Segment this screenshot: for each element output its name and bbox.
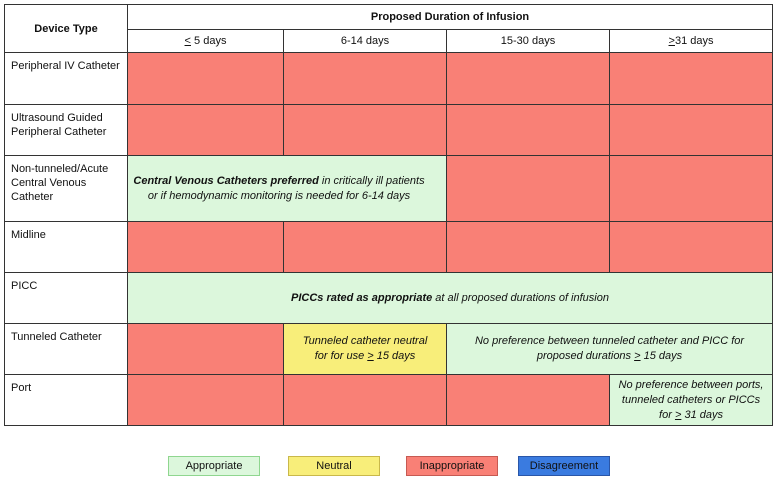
cell-inappropriate (127, 52, 284, 105)
table-row: Non-tunneled/Acute Central Venous Cathet… (4, 155, 774, 222)
cell-inappropriate (446, 52, 610, 105)
cell-inappropriate (608, 52, 774, 105)
cell-inappropriate (608, 155, 774, 222)
table-row: Tunneled Catheter Tunneled catheter neut… (4, 323, 774, 375)
duration-header-6-14: 6-14 days (283, 29, 447, 53)
proposed-duration-header: Proposed Duration of Infusion (126, 4, 774, 30)
cell-inappropriate (127, 374, 284, 426)
cell-inappropriate (608, 221, 774, 273)
appropriateness-table: Device Type Proposed Duration of Infusio… (4, 4, 774, 426)
legend-appropriate-label: Appropriate (185, 460, 243, 472)
legend-inappropriate: Inappropriate (406, 456, 498, 476)
legend-disagreement: Disagreement (518, 456, 610, 476)
cell-inappropriate (283, 52, 447, 105)
legend-disagreement-label: Disagreement (529, 460, 599, 472)
table-row: Ultrasound Guided Peripheral Catheter (4, 104, 774, 156)
row-label-picc: PICC (4, 272, 128, 324)
legend-neutral: Neutral (288, 456, 380, 476)
cell-inappropriate (446, 221, 610, 273)
cell-appropriate-cvc-note: Central Venous Catheters preferred in cr… (127, 155, 447, 222)
row-label-non-tunneled: Non-tunneled/Acute Central Venous Cathet… (4, 155, 128, 222)
cell-appropriate-port-note: No preference between ports, tunneled ca… (608, 374, 774, 426)
cell-inappropriate (446, 155, 610, 222)
duration-header-15-30: 15-30 days (446, 29, 610, 53)
row-label-tunneled: Tunneled Catheter (4, 323, 128, 375)
cell-appropriate-tunneled-note: No preference between tunneled catheter … (445, 323, 774, 375)
cell-inappropriate (127, 104, 284, 156)
cell-appropriate-picc-note: PICCs rated as appropriate at all propos… (126, 272, 774, 324)
row-label-peripheral-iv: Peripheral IV Catheter (4, 52, 128, 105)
cell-inappropriate (127, 323, 284, 375)
duration-header-ge31: >31 days (608, 29, 774, 53)
table-row: PICC PICCs rated as appropriate at all p… (4, 272, 774, 324)
table-row: Peripheral IV Catheter (4, 52, 774, 105)
cell-inappropriate (446, 104, 610, 156)
cell-inappropriate (446, 374, 610, 426)
duration-header-le5: < 5 days (127, 29, 284, 53)
row-label-ultrasound: Ultrasound Guided Peripheral Catheter (4, 104, 128, 156)
table-row: Port No preference between ports, tunnel… (4, 374, 774, 426)
legend-neutral-label: Neutral (316, 460, 352, 472)
row-label-port: Port (4, 374, 128, 426)
legend-inappropriate-label: Inappropriate (419, 460, 485, 472)
table-row: Midline (4, 221, 774, 273)
cell-inappropriate (127, 221, 284, 273)
cell-neutral-tunneled-note: Tunneled catheter neutral for for use > … (283, 323, 447, 375)
row-label-midline: Midline (4, 221, 128, 273)
cell-inappropriate (283, 374, 447, 426)
device-type-header: Device Type (4, 4, 128, 53)
legend-appropriate: Appropriate (168, 456, 260, 476)
cell-inappropriate (283, 221, 447, 273)
cell-inappropriate (283, 104, 447, 156)
cell-inappropriate (608, 104, 774, 156)
